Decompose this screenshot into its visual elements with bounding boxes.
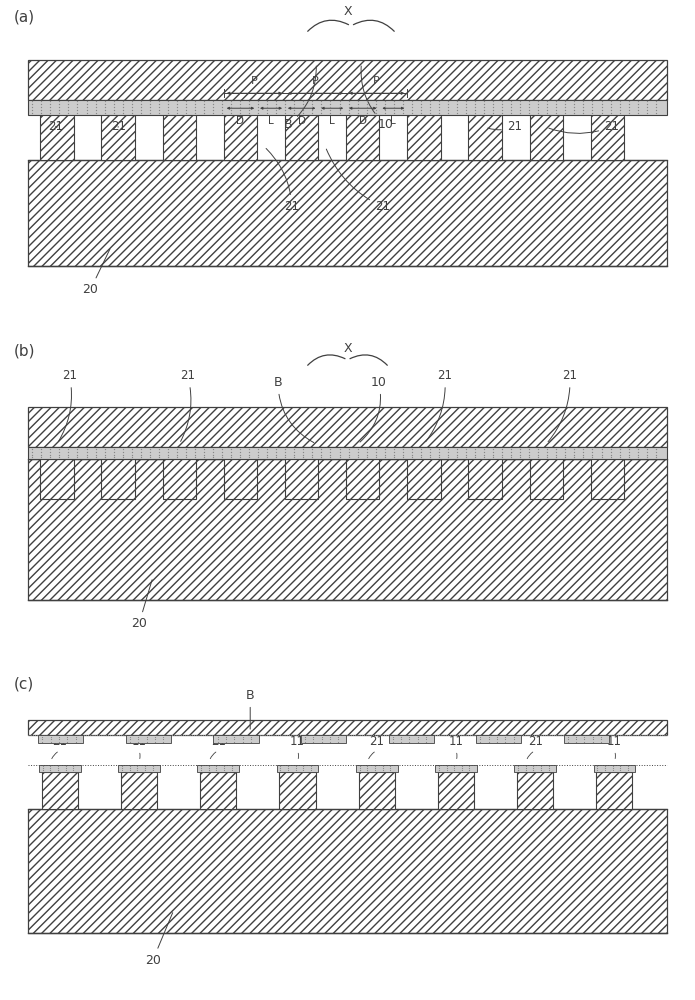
Bar — [126, 735, 171, 743]
Text: 11: 11 — [607, 735, 622, 748]
Bar — [197, 765, 239, 772]
Text: 20: 20 — [145, 913, 172, 967]
Text: 21: 21 — [211, 735, 226, 748]
Text: 21: 21 — [180, 369, 195, 441]
Bar — [118, 765, 160, 772]
Bar — [28, 459, 667, 600]
Bar — [564, 735, 609, 743]
Text: 21: 21 — [52, 735, 67, 748]
Bar — [407, 459, 441, 499]
Text: 11: 11 — [290, 735, 305, 748]
Text: 21: 21 — [528, 735, 543, 748]
Bar — [224, 113, 257, 160]
Bar — [28, 100, 667, 115]
Text: 21: 21 — [369, 735, 384, 748]
Text: 21: 21 — [548, 369, 578, 442]
Text: 21: 21 — [488, 120, 522, 133]
Bar — [285, 113, 318, 160]
Bar — [476, 735, 521, 743]
Bar — [596, 772, 632, 809]
Bar — [279, 772, 316, 809]
Bar — [438, 772, 474, 809]
Text: X: X — [343, 5, 352, 18]
Bar — [163, 113, 196, 160]
Text: 21: 21 — [111, 120, 126, 133]
Text: 21: 21 — [266, 148, 300, 213]
Bar — [346, 459, 379, 499]
Bar — [591, 459, 624, 499]
Bar — [517, 772, 553, 809]
Bar — [200, 772, 236, 809]
Text: 21: 21 — [48, 120, 63, 133]
Bar — [28, 407, 667, 447]
Text: 11: 11 — [448, 735, 464, 748]
Bar — [39, 765, 81, 772]
Bar — [28, 720, 667, 735]
Bar — [121, 772, 157, 809]
Text: B: B — [274, 376, 313, 443]
Text: P: P — [312, 76, 319, 86]
Bar — [277, 765, 318, 772]
Bar — [101, 459, 135, 499]
Bar — [285, 459, 318, 499]
Text: 21: 21 — [549, 120, 619, 133]
Bar — [40, 459, 74, 499]
Bar — [38, 735, 83, 743]
Bar — [301, 735, 346, 743]
Text: 10: 10 — [360, 376, 386, 442]
Bar — [213, 735, 259, 743]
Bar — [468, 113, 502, 160]
Text: 21: 21 — [327, 149, 390, 213]
Bar — [28, 447, 667, 459]
Text: 20: 20 — [83, 249, 110, 296]
Bar — [591, 113, 624, 160]
Text: (a): (a) — [14, 10, 35, 25]
Bar — [28, 160, 667, 266]
Bar — [356, 765, 398, 772]
Text: L: L — [391, 116, 396, 126]
Bar — [40, 113, 74, 160]
Bar — [468, 459, 502, 499]
Bar — [101, 113, 135, 160]
Text: B: B — [246, 689, 254, 729]
Bar — [530, 459, 563, 499]
Text: (b): (b) — [14, 344, 35, 359]
Text: L: L — [268, 116, 274, 126]
Text: 21: 21 — [425, 369, 452, 442]
Text: B: B — [284, 66, 316, 131]
Bar — [359, 772, 395, 809]
Bar — [514, 765, 556, 772]
Bar — [594, 765, 635, 772]
Text: X: X — [343, 342, 352, 355]
Text: D: D — [236, 116, 245, 126]
Text: 10: 10 — [361, 66, 393, 131]
Bar — [389, 735, 434, 743]
Text: 20: 20 — [131, 580, 152, 630]
Bar — [435, 765, 477, 772]
Text: 21: 21 — [58, 369, 77, 442]
Text: 11: 11 — [131, 735, 147, 748]
Text: (c): (c) — [14, 677, 34, 692]
Text: P: P — [373, 76, 380, 86]
Bar — [346, 113, 379, 160]
Bar — [28, 60, 667, 100]
Bar — [28, 809, 667, 933]
Text: L: L — [329, 116, 335, 126]
Bar — [407, 113, 441, 160]
Bar — [163, 459, 196, 499]
Bar — [42, 772, 78, 809]
Text: D: D — [297, 116, 306, 126]
Text: D: D — [359, 116, 367, 126]
Bar — [224, 459, 257, 499]
Text: P: P — [251, 76, 258, 86]
Bar — [530, 113, 563, 160]
